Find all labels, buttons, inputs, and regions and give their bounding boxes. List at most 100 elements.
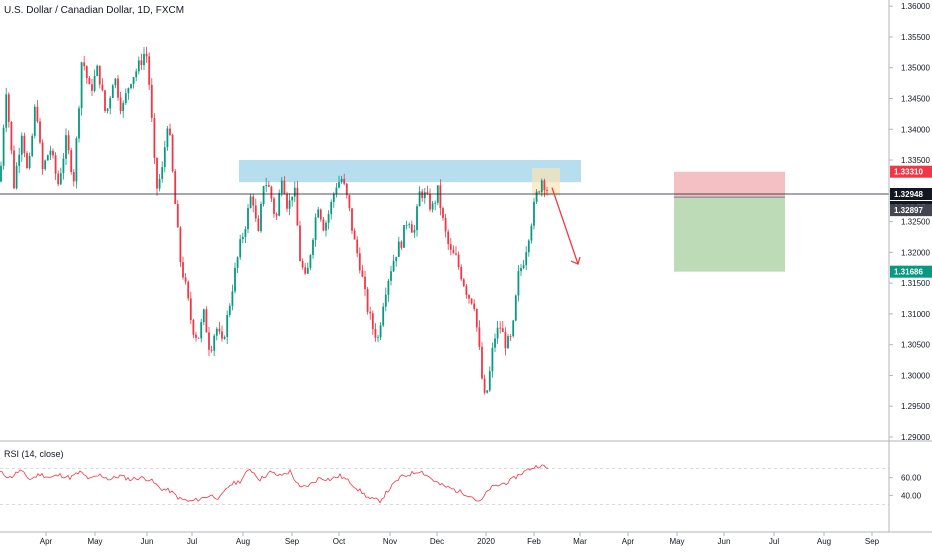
candle-body	[163, 147, 166, 168]
candle-body	[182, 262, 184, 278]
candle-body	[494, 338, 496, 348]
candle-body	[31, 135, 34, 156]
candle-body	[72, 172, 75, 182]
candle-body	[171, 134, 174, 172]
candle-body	[46, 155, 49, 161]
candle-body	[15, 165, 18, 189]
candle-body	[491, 347, 494, 372]
candle-body	[481, 346, 483, 379]
rsi-pane: 60.00 40.00	[0, 464, 922, 505]
candle-body	[325, 222, 327, 231]
time-tick-label: Sep	[865, 537, 880, 546]
candle-body	[447, 231, 450, 245]
candle-body	[543, 180, 546, 191]
time-tick-label: May	[87, 537, 102, 546]
rsi-tick-label: 60.00	[901, 474, 922, 483]
candle-body	[286, 193, 288, 209]
candle-body	[83, 62, 86, 67]
candle-body	[241, 236, 244, 240]
time-tick-label: Jul	[769, 537, 779, 546]
price-tick-label: 1.34000	[901, 125, 930, 134]
candle-body	[338, 182, 340, 188]
candle-body	[78, 108, 80, 139]
candle-body	[348, 195, 351, 209]
candle-body	[317, 209, 320, 218]
candle-body	[397, 241, 400, 257]
projection-arrow	[551, 187, 579, 265]
candle-body	[278, 193, 281, 216]
take-profit-badge	[890, 265, 932, 278]
candle-body	[306, 267, 309, 274]
candle-body	[369, 311, 372, 314]
candle-body	[387, 280, 390, 295]
candle-body	[353, 230, 356, 240]
price-tick-label: 1.36000	[901, 2, 930, 11]
candle-body	[5, 94, 8, 128]
candle-body	[117, 78, 119, 98]
resistance-zone	[239, 160, 581, 183]
candle-body	[184, 277, 187, 282]
candle-body	[374, 329, 377, 338]
candle-body	[10, 121, 13, 151]
candle-body	[457, 254, 460, 267]
candle-body	[462, 279, 465, 286]
candle-body	[377, 337, 379, 339]
candle-body	[187, 281, 190, 299]
candle-body	[174, 171, 177, 204]
candle-body	[158, 178, 161, 189]
candle-body	[421, 191, 424, 199]
candle-body	[153, 117, 156, 158]
candle-body	[13, 150, 15, 189]
candle-body	[356, 239, 359, 254]
candle-body	[2, 127, 5, 166]
candle-body	[122, 102, 125, 111]
candle-body	[234, 267, 236, 292]
candle-body	[7, 94, 10, 122]
candle-body	[473, 303, 476, 309]
candle-body	[514, 295, 517, 321]
candle-body	[135, 71, 138, 78]
candle-body	[26, 153, 28, 168]
candle-body	[314, 217, 317, 240]
candle-body	[299, 225, 301, 262]
candle-body	[465, 285, 468, 296]
candle-body	[530, 225, 533, 241]
candle-body	[132, 77, 135, 85]
candle-body	[371, 313, 374, 330]
candle-body	[382, 306, 385, 326]
candle-body	[169, 128, 171, 135]
candle-body	[483, 378, 486, 393]
candle-body	[408, 224, 411, 226]
stop-loss-badge-text: 1.33310	[894, 168, 923, 177]
candle-body	[36, 106, 39, 122]
stop-loss-badge	[890, 165, 932, 178]
candle-body	[538, 191, 541, 193]
candle-body	[189, 298, 192, 320]
candle-body	[226, 314, 229, 337]
candle-body	[231, 291, 234, 306]
time-tick-label: 2020	[477, 537, 495, 546]
candle-body	[150, 84, 153, 118]
price-tick-label: 1.31500	[901, 279, 930, 288]
time-tick-label: May	[669, 537, 684, 546]
candle-body	[309, 254, 312, 268]
candle-body	[265, 185, 268, 187]
candle-body	[127, 88, 130, 94]
rsi-label: RSI (14, close)	[4, 449, 64, 459]
take-profit-badge-text: 1.31686	[894, 268, 923, 277]
candle-body	[41, 142, 44, 170]
candle-body	[304, 267, 307, 274]
candle-body	[413, 230, 416, 233]
candle-body	[249, 196, 252, 209]
time-tick-label: Apr	[622, 537, 635, 546]
candle-body	[252, 196, 255, 206]
candle-body	[384, 294, 387, 307]
candle-body	[247, 208, 249, 230]
price-tick-label: 1.30000	[901, 371, 930, 380]
candle-body	[65, 135, 67, 159]
candle-body	[501, 328, 504, 333]
